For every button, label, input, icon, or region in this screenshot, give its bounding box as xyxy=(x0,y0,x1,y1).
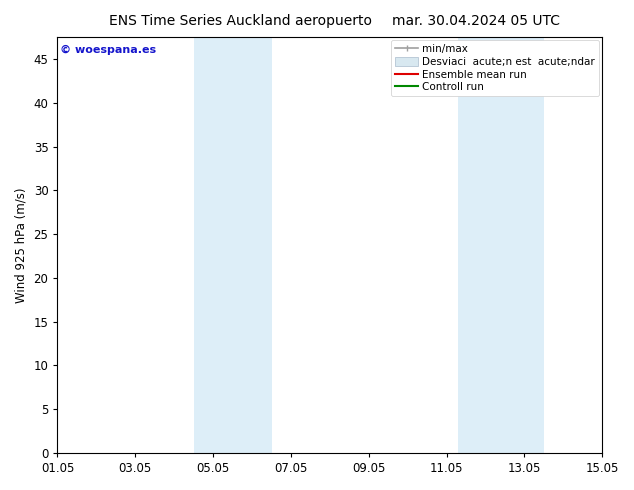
Text: mar. 30.04.2024 05 UTC: mar. 30.04.2024 05 UTC xyxy=(392,14,559,28)
Bar xyxy=(193,37,225,453)
Bar xyxy=(458,37,489,453)
Text: © woespana.es: © woespana.es xyxy=(60,46,157,55)
Bar xyxy=(489,37,544,453)
Bar xyxy=(225,37,271,453)
Text: ENS Time Series Auckland aeropuerto: ENS Time Series Auckland aeropuerto xyxy=(110,14,372,28)
Legend: min/max, Desviaci  acute;n est  acute;ndar, Ensemble mean run, Controll run: min/max, Desviaci acute;n est acute;ndar… xyxy=(391,40,599,97)
Y-axis label: Wind 925 hPa (m/s): Wind 925 hPa (m/s) xyxy=(15,187,28,303)
